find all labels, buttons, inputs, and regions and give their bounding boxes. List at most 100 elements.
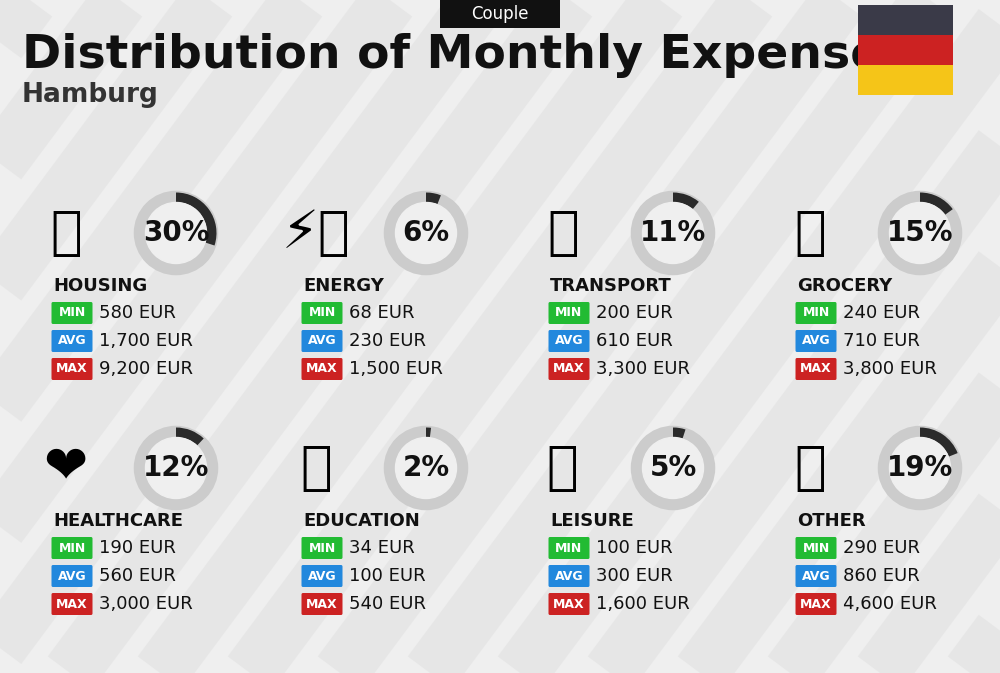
Text: AVG: AVG [802, 334, 830, 347]
Text: MAX: MAX [306, 598, 338, 610]
Text: 230 EUR: 230 EUR [349, 332, 426, 350]
Text: 200 EUR: 200 EUR [596, 304, 673, 322]
Circle shape [890, 437, 950, 499]
Text: 580 EUR: 580 EUR [99, 304, 176, 322]
Text: MIN: MIN [802, 542, 830, 555]
Text: ENERGY: ENERGY [303, 277, 384, 295]
Text: 560 EUR: 560 EUR [99, 567, 176, 585]
FancyBboxPatch shape [796, 593, 836, 615]
Text: AVG: AVG [555, 334, 583, 347]
Text: 1,600 EUR: 1,600 EUR [596, 595, 690, 613]
Circle shape [642, 203, 704, 264]
FancyBboxPatch shape [796, 537, 836, 559]
Text: 9,200 EUR: 9,200 EUR [99, 360, 193, 378]
Circle shape [146, 203, 207, 264]
Text: 3,800 EUR: 3,800 EUR [843, 360, 937, 378]
FancyBboxPatch shape [796, 565, 836, 587]
Text: LEISURE: LEISURE [550, 512, 634, 530]
FancyBboxPatch shape [548, 537, 590, 559]
FancyBboxPatch shape [302, 330, 342, 352]
Text: 🚌: 🚌 [547, 207, 579, 259]
Text: MAX: MAX [553, 598, 585, 610]
FancyBboxPatch shape [302, 302, 342, 324]
Text: 12%: 12% [143, 454, 209, 482]
Wedge shape [426, 192, 441, 204]
Text: MAX: MAX [800, 598, 832, 610]
Text: AVG: AVG [308, 569, 336, 583]
Text: HOUSING: HOUSING [53, 277, 147, 295]
Wedge shape [673, 192, 699, 209]
FancyBboxPatch shape [52, 358, 92, 380]
Text: 6%: 6% [402, 219, 450, 247]
Text: Hamburg: Hamburg [22, 82, 159, 108]
Wedge shape [920, 192, 953, 215]
Text: 190 EUR: 190 EUR [99, 539, 176, 557]
FancyBboxPatch shape [52, 302, 92, 324]
Text: 🏢: 🏢 [50, 207, 82, 259]
FancyBboxPatch shape [52, 593, 92, 615]
Text: 100 EUR: 100 EUR [349, 567, 426, 585]
Text: 3,300 EUR: 3,300 EUR [596, 360, 690, 378]
FancyBboxPatch shape [302, 593, 342, 615]
Text: MIN: MIN [802, 306, 830, 320]
Text: 30%: 30% [143, 219, 209, 247]
Text: ❤️: ❤️ [44, 442, 88, 494]
FancyBboxPatch shape [858, 5, 953, 35]
Circle shape [642, 437, 704, 499]
FancyBboxPatch shape [548, 302, 590, 324]
Wedge shape [176, 192, 216, 246]
Text: MIN: MIN [308, 306, 336, 320]
Text: 🛒: 🛒 [794, 207, 826, 259]
FancyBboxPatch shape [52, 537, 92, 559]
Text: 540 EUR: 540 EUR [349, 595, 426, 613]
Text: 300 EUR: 300 EUR [596, 567, 673, 585]
FancyBboxPatch shape [548, 358, 590, 380]
Wedge shape [673, 427, 686, 439]
Text: AVG: AVG [802, 569, 830, 583]
Circle shape [396, 203, 456, 264]
Text: 860 EUR: 860 EUR [843, 567, 920, 585]
Text: 🎓: 🎓 [300, 442, 332, 494]
Text: MAX: MAX [800, 363, 832, 376]
Text: 5%: 5% [649, 454, 697, 482]
Text: 15%: 15% [887, 219, 953, 247]
FancyBboxPatch shape [548, 330, 590, 352]
Text: 11%: 11% [640, 219, 706, 247]
Text: 34 EUR: 34 EUR [349, 539, 415, 557]
Text: 2%: 2% [402, 454, 450, 482]
Text: HEALTHCARE: HEALTHCARE [53, 512, 183, 530]
FancyBboxPatch shape [302, 358, 342, 380]
Text: 4,600 EUR: 4,600 EUR [843, 595, 937, 613]
FancyBboxPatch shape [548, 593, 590, 615]
Wedge shape [426, 427, 431, 437]
Text: 290 EUR: 290 EUR [843, 539, 920, 557]
Text: MIN: MIN [308, 542, 336, 555]
FancyBboxPatch shape [796, 330, 836, 352]
FancyBboxPatch shape [302, 537, 342, 559]
Text: OTHER: OTHER [797, 512, 866, 530]
Text: TRANSPORT: TRANSPORT [550, 277, 672, 295]
Text: 👛: 👛 [794, 442, 826, 494]
FancyBboxPatch shape [52, 565, 92, 587]
Text: 1,500 EUR: 1,500 EUR [349, 360, 443, 378]
Text: AVG: AVG [58, 569, 86, 583]
Text: 240 EUR: 240 EUR [843, 304, 920, 322]
Text: MAX: MAX [553, 363, 585, 376]
Circle shape [146, 437, 207, 499]
Text: 610 EUR: 610 EUR [596, 332, 673, 350]
Text: GROCERY: GROCERY [797, 277, 892, 295]
Text: 1,700 EUR: 1,700 EUR [99, 332, 193, 350]
Text: MIN: MIN [555, 306, 583, 320]
Text: Couple: Couple [471, 5, 529, 23]
Text: 710 EUR: 710 EUR [843, 332, 920, 350]
Text: MAX: MAX [56, 598, 88, 610]
Circle shape [396, 437, 456, 499]
FancyBboxPatch shape [796, 358, 836, 380]
Text: Distribution of Monthly Expenses: Distribution of Monthly Expenses [22, 32, 910, 77]
Text: MIN: MIN [58, 306, 86, 320]
FancyBboxPatch shape [796, 302, 836, 324]
Text: ⚡🏠: ⚡🏠 [282, 207, 350, 259]
Wedge shape [176, 427, 204, 446]
Text: AVG: AVG [58, 334, 86, 347]
Text: MIN: MIN [555, 542, 583, 555]
